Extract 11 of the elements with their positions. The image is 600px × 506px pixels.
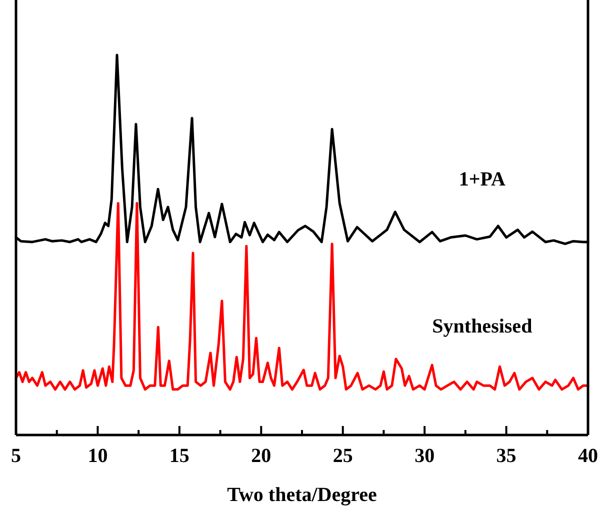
x-tick-label: 15 xyxy=(169,445,190,467)
series-label: 1+PA xyxy=(458,168,506,191)
x-tick-label: 25 xyxy=(332,445,353,467)
x-tick-label: 30 xyxy=(414,445,435,467)
x-tick-label: 5 xyxy=(11,445,21,467)
x-tick-label: 40 xyxy=(578,445,598,467)
x-tick-label: 10 xyxy=(88,445,108,467)
x-tick-label: 35 xyxy=(496,445,516,467)
x-axis-title: Two theta/Degree xyxy=(227,484,378,506)
series-label: Synthesised xyxy=(432,315,532,338)
x-tick-label: 20 xyxy=(251,445,272,467)
